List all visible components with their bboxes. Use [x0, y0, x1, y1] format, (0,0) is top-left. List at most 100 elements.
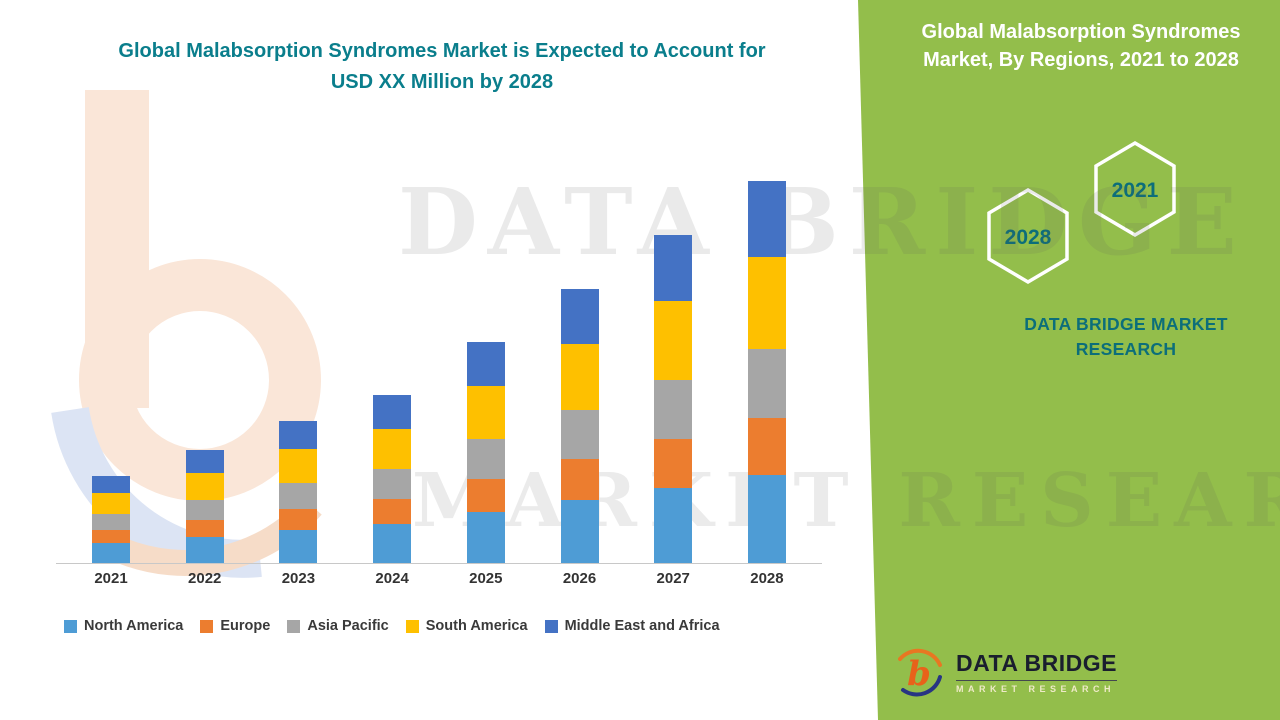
chart-title-line2: USD XX Million by 2028	[330, 71, 554, 93]
legend-item: South America	[405, 618, 528, 634]
bar-segment	[185, 473, 224, 500]
legend-swatch-icon	[287, 619, 301, 633]
legend: North America Europe Asia Pacific South Ame…	[64, 618, 720, 634]
bar-segment	[279, 421, 318, 449]
bar-segment	[92, 514, 130, 530]
bar-segment	[466, 342, 505, 386]
bar-segment	[185, 450, 224, 473]
legend-label: Asia Pacific	[307, 618, 389, 634]
bar-segment	[279, 449, 318, 483]
bar-segment	[466, 386, 505, 439]
brand-logo-b-icon: b	[898, 648, 942, 697]
category-label: 2026	[562, 570, 597, 587]
bar-segment	[654, 235, 693, 301]
category-label: 2028	[750, 570, 784, 587]
bar-segment	[747, 349, 786, 418]
category-label: 2021	[94, 570, 128, 587]
bar-segment	[373, 499, 412, 524]
bar-group: 2026	[535, 163, 625, 591]
bar-segment	[185, 520, 224, 537]
legend-item: Asia Pacific	[287, 618, 389, 634]
hexagon-2028-label: 2028	[1005, 226, 1052, 249]
bar-segment	[654, 488, 693, 563]
bar-area: 2021 2022 2023 2024 2025 2026 2027 2028	[56, 163, 822, 591]
bar-segment	[654, 439, 693, 488]
bar-segment	[279, 509, 318, 530]
bar-segment	[747, 181, 786, 257]
category-label: 2024	[375, 570, 409, 587]
chart-title: Global Malabsorption Syndromes Market is…	[52, 36, 832, 98]
legend-swatch-icon	[64, 619, 77, 633]
bar-segment	[466, 512, 505, 563]
category-label: 2023	[281, 570, 316, 587]
brand-caption: DATA BRIDGE MARKET RESEARCH	[1024, 314, 1228, 360]
hexagon-2021-label: 2021	[1112, 179, 1159, 202]
stacked-bar	[747, 163, 786, 563]
bar-group: 2023	[253, 163, 343, 591]
bar-group: 2027	[628, 163, 718, 591]
hexagon-2028-icon	[987, 187, 1069, 285]
bar-segment	[560, 289, 599, 344]
bar-segment	[654, 380, 693, 439]
bar-segment	[92, 493, 130, 514]
bar-segment	[185, 537, 224, 563]
bar-segment	[373, 469, 412, 499]
legend-label: Middle East and Africa	[564, 618, 720, 634]
bar-segment	[466, 439, 505, 479]
bar-group: 2022	[160, 163, 250, 591]
bar-group: 2028	[722, 163, 812, 591]
brand-logo-subtitle: MARKET RESEARCH	[956, 684, 1116, 694]
legend-item: North America	[64, 618, 183, 634]
legend-swatch-icon	[405, 619, 419, 633]
category-label: 2022	[188, 570, 222, 587]
bar-segment	[747, 418, 786, 475]
year-hexagons: 2028 2021	[987, 140, 1176, 285]
bar-segment	[279, 530, 318, 563]
svg-text:b: b	[907, 654, 931, 694]
stacked-bar	[279, 163, 318, 563]
brand-logo-name: DATA BRIDGE	[956, 650, 1117, 676]
legend-item: Europe	[200, 618, 270, 634]
legend-label: South America	[425, 618, 528, 634]
bar-segment	[747, 257, 786, 349]
stacked-bar	[373, 163, 412, 563]
chart-title-line1: Global Malabsorption Syndromes Market is…	[118, 40, 766, 62]
brand-logo-text: DATA BRIDGE MARKET RESEARCH	[956, 650, 1117, 694]
legend-label: Europe	[220, 618, 271, 634]
bar-segment	[185, 500, 224, 520]
hexagon-2021-icon	[1094, 140, 1176, 238]
bar-segment	[373, 524, 412, 563]
bar-segment	[373, 395, 412, 429]
bar-group: 2024	[347, 163, 437, 591]
right-panel: Global Malabsorption Syndromes Market, B…	[858, 0, 1280, 720]
category-label: 2025	[469, 570, 503, 587]
bar-segment	[279, 483, 318, 509]
stacked-bar-chart: 2021 2022 2023 2024 2025 2026 2027 2028	[56, 163, 822, 603]
legend-swatch-icon	[544, 619, 558, 633]
bar-segment	[560, 344, 599, 410]
bar-segment	[654, 301, 693, 380]
legend-item: Middle East and Africa	[544, 618, 720, 634]
bar-segment	[92, 530, 130, 543]
category-label: 2027	[656, 570, 690, 587]
stacked-bar	[466, 163, 505, 563]
bar-segment	[560, 500, 599, 563]
bar-group: 2021	[66, 163, 156, 591]
bar-segment	[373, 429, 412, 469]
panel-headline: Global Malabsorption Syndromes Market, B…	[921, 21, 1241, 71]
x-axis-line	[56, 563, 822, 564]
stacked-bar	[560, 163, 599, 563]
legend-swatch-icon	[200, 619, 214, 633]
bar-segment	[560, 410, 599, 459]
bar-segment	[560, 459, 599, 500]
logo-divider	[956, 680, 1117, 681]
brand-logo: b DATA BRIDGE MARKET RESEARCH	[890, 644, 1117, 700]
bar-segment	[92, 543, 130, 563]
bar-segment	[747, 475, 786, 563]
bar-segment	[92, 476, 130, 493]
stacked-bar	[185, 163, 224, 563]
stacked-bar	[92, 163, 130, 563]
bar-group: 2025	[441, 163, 531, 591]
bar-segment	[466, 479, 505, 512]
